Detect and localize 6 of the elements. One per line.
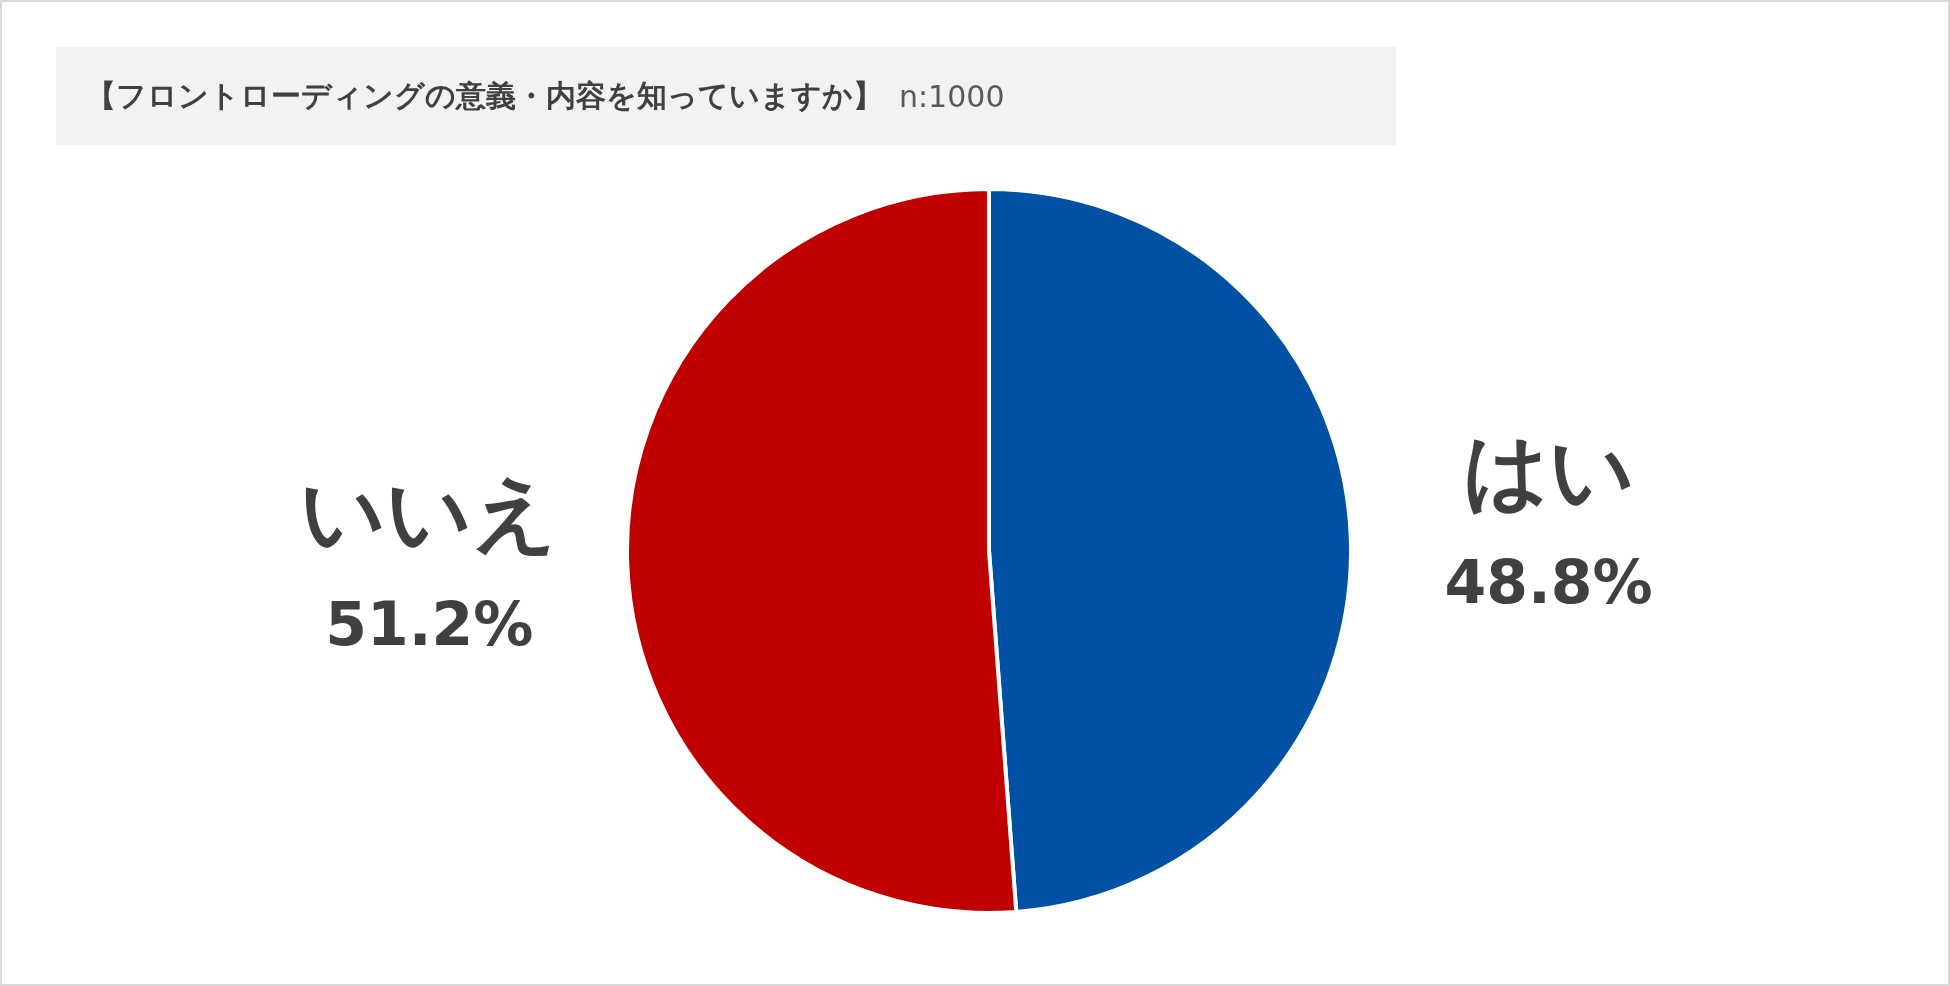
data-label: 51.2% xyxy=(325,589,534,660)
data-label: 48.8% xyxy=(1444,546,1653,617)
slice-label: いいえ xyxy=(300,464,559,563)
chart-subtitle: n:1000 xyxy=(899,78,1005,114)
chart-title: 【フロントローディングの意義・内容を知っていますか】 xyxy=(86,76,883,115)
slice-label: はい xyxy=(1462,421,1635,520)
